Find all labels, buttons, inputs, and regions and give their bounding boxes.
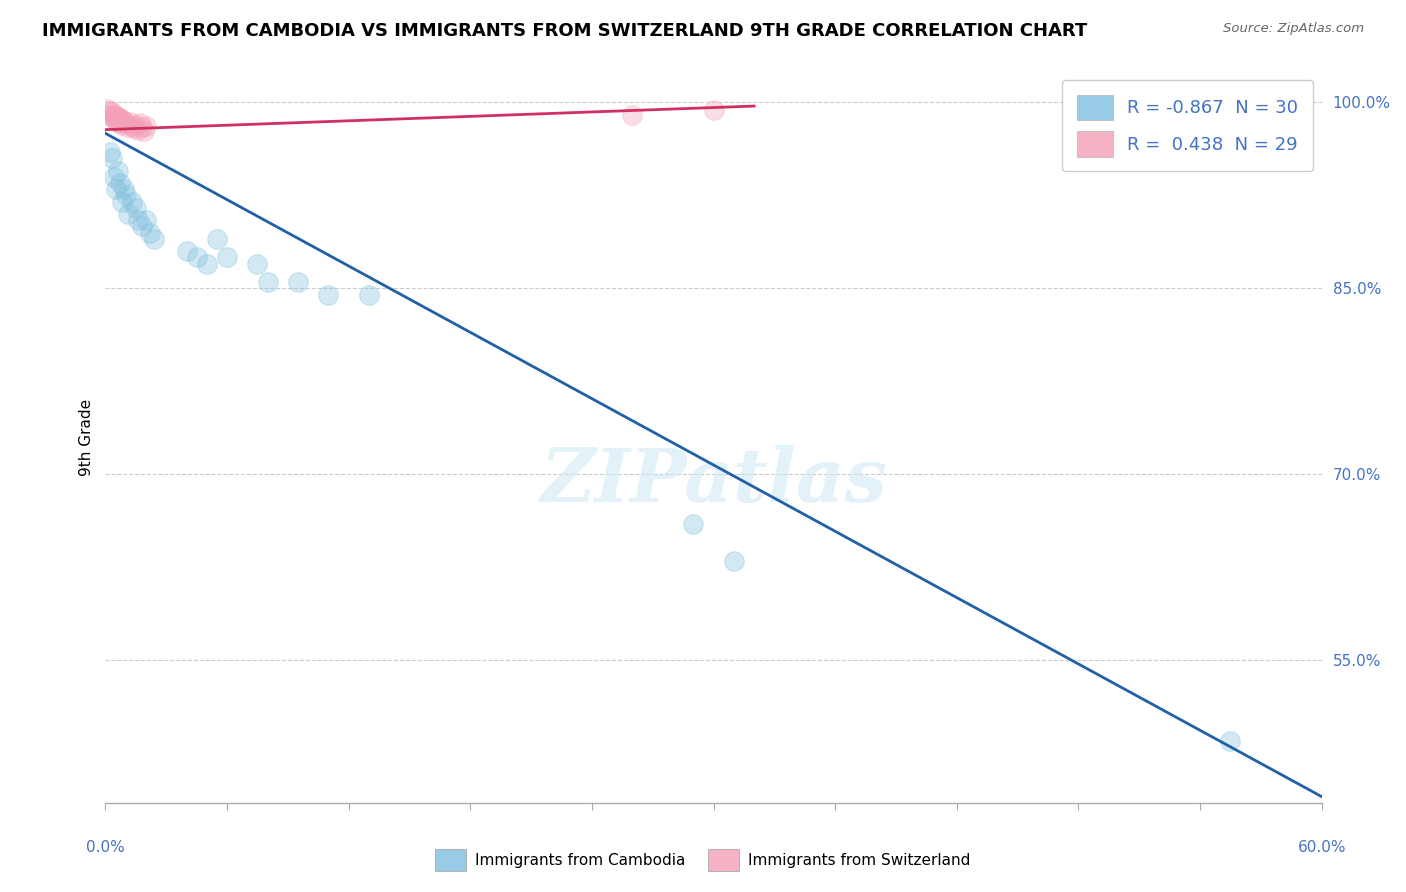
Point [217, 250, 239, 264]
Point [318, 287, 340, 301]
Point [135, 119, 157, 133]
Point [121, 119, 143, 133]
Point [135, 213, 157, 227]
Legend: Immigrants from Cambodia, Immigrants from Switzerland: Immigrants from Cambodia, Immigrants fro… [429, 843, 977, 877]
Point [107, 163, 129, 178]
Point [122, 121, 145, 136]
Point [108, 112, 131, 126]
Point [195, 256, 218, 270]
Point [104, 109, 127, 123]
Point [112, 182, 135, 196]
Text: 60.0%: 60.0% [1298, 840, 1346, 855]
Point [98, 145, 121, 159]
Point [682, 516, 704, 531]
Point [131, 120, 153, 135]
Point [96, 102, 118, 116]
Point [125, 118, 148, 132]
Point [176, 244, 198, 259]
Point [1219, 734, 1241, 748]
Point [256, 275, 278, 289]
Point [143, 232, 166, 246]
Legend: R = -0.867  N = 30, R =  0.438  N = 29: R = -0.867 N = 30, R = 0.438 N = 29 [1062, 80, 1313, 171]
Point [114, 188, 136, 202]
Point [121, 194, 143, 209]
Point [127, 122, 149, 136]
Point [287, 275, 309, 289]
Point [129, 116, 152, 130]
Point [117, 120, 139, 135]
Point [107, 110, 129, 124]
Point [114, 116, 136, 130]
Point [104, 114, 127, 128]
Point [103, 169, 125, 184]
Point [103, 112, 125, 126]
Text: ZIPatlas: ZIPatlas [540, 445, 887, 517]
Point [723, 554, 745, 568]
Point [108, 116, 131, 130]
Point [132, 124, 155, 138]
Text: Source: ZipAtlas.com: Source: ZipAtlas.com [1223, 22, 1364, 36]
Point [108, 176, 131, 190]
Point [702, 103, 725, 117]
Point [139, 226, 162, 240]
Point [125, 201, 148, 215]
Point [127, 213, 149, 227]
Point [100, 110, 122, 124]
Y-axis label: 9th Grade: 9th Grade [79, 399, 94, 475]
Point [100, 151, 122, 165]
Point [117, 207, 139, 221]
Point [107, 115, 129, 129]
Point [246, 256, 269, 270]
Point [357, 287, 380, 301]
Point [112, 114, 135, 128]
Point [103, 108, 125, 122]
Point [98, 103, 121, 118]
Point [111, 194, 134, 209]
Point [100, 105, 122, 120]
Text: 0.0%: 0.0% [86, 840, 125, 855]
Point [98, 108, 121, 122]
Point [118, 115, 141, 129]
Point [205, 232, 228, 246]
Point [621, 108, 644, 122]
Text: IMMIGRANTS FROM CAMBODIA VS IMMIGRANTS FROM SWITZERLAND 9TH GRADE CORRELATION CH: IMMIGRANTS FROM CAMBODIA VS IMMIGRANTS F… [42, 22, 1087, 40]
Point [186, 250, 208, 264]
Point [131, 219, 153, 234]
Point [111, 112, 134, 127]
Point [111, 118, 134, 132]
Point [104, 182, 127, 196]
